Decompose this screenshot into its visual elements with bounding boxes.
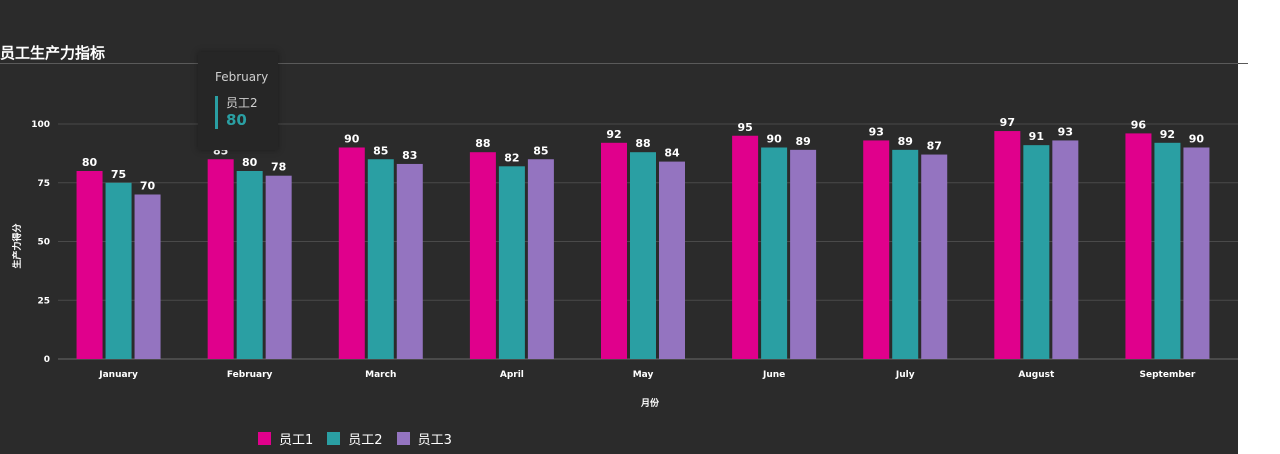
data-label: 89 xyxy=(795,135,810,148)
bar xyxy=(105,182,132,359)
bar xyxy=(498,166,525,359)
data-label: 80 xyxy=(82,156,98,169)
bar xyxy=(630,152,656,359)
bar xyxy=(732,135,759,359)
bar xyxy=(527,159,554,359)
legend: 员工1 员工2 员工3 xyxy=(258,429,466,448)
data-label: 87 xyxy=(927,140,942,153)
data-label: 92 xyxy=(606,128,621,141)
data-label: 75 xyxy=(111,168,126,181)
legend-swatch xyxy=(258,431,271,445)
x-tick-label: January xyxy=(98,370,138,380)
x-tick-label: June xyxy=(762,370,785,380)
tooltip-value: 80 xyxy=(226,111,247,129)
bar xyxy=(367,159,394,359)
data-label: 78 xyxy=(271,161,286,174)
data-label: 82 xyxy=(504,151,519,164)
tooltip: February 员工2 80 xyxy=(198,52,278,150)
legend-item[interactable]: 员工2 xyxy=(327,429,383,448)
x-tick-label: April xyxy=(500,370,524,380)
x-tick-label: August xyxy=(1018,370,1055,380)
data-label: 97 xyxy=(1000,116,1015,129)
x-tick-label: May xyxy=(633,370,654,380)
bar xyxy=(76,171,103,359)
tooltip-entry: 员工2 80 xyxy=(215,96,278,129)
data-label: 84 xyxy=(664,147,680,160)
x-tick-label: February xyxy=(227,370,273,380)
bar xyxy=(1125,133,1152,359)
tooltip-category: February xyxy=(215,70,269,84)
legend-label: 员工2 xyxy=(348,432,383,448)
legend-swatch xyxy=(327,431,341,445)
legend-label: 员工3 xyxy=(417,432,452,448)
bar-chart: 0 25 50 75 100 80 75 70 January 85 80 78 February 90 8… xyxy=(11,116,1238,409)
data-label: 93 xyxy=(869,125,884,138)
data-label: 96 xyxy=(1131,118,1147,131)
y-tick-label: 50 xyxy=(37,238,50,248)
data-label: 70 xyxy=(140,180,156,193)
data-label: 90 xyxy=(766,133,782,146)
bar xyxy=(1052,140,1079,359)
chart-panel: 员工生产力指标 0 25 50 75 100 80 75 70 January 85 80 78 Feb… xyxy=(0,0,1238,454)
bar xyxy=(659,161,685,359)
data-label: 90 xyxy=(1189,133,1205,146)
data-label: 83 xyxy=(402,149,417,162)
bar xyxy=(790,149,817,359)
y-axis-title: 生产力得分 xyxy=(11,223,23,268)
data-label: 95 xyxy=(737,121,752,134)
bar xyxy=(921,154,948,359)
data-label: 88 xyxy=(635,137,650,150)
data-label: 91 xyxy=(1029,130,1044,143)
data-label: 80 xyxy=(242,156,258,169)
legend-label: 员工1 xyxy=(279,432,314,448)
legend-swatch xyxy=(396,431,410,445)
bar xyxy=(134,194,161,359)
bar xyxy=(761,147,788,359)
legend-item[interactable]: 员工3 xyxy=(396,429,452,448)
title-divider-tail xyxy=(1238,63,1248,64)
bar xyxy=(207,159,234,359)
bar xyxy=(236,171,263,359)
x-axis-title: 月份 xyxy=(640,397,660,409)
bar xyxy=(265,175,292,359)
x-tick-label: March xyxy=(365,370,396,380)
data-label: 89 xyxy=(898,135,913,148)
bar xyxy=(1154,142,1181,359)
bar xyxy=(1183,147,1210,359)
y-tick-label: 75 xyxy=(37,179,50,189)
y-tick-label: 100 xyxy=(31,120,50,130)
data-label: 88 xyxy=(475,137,490,150)
bar xyxy=(601,142,627,359)
bar xyxy=(994,131,1021,359)
x-tick-label: September xyxy=(1140,370,1196,380)
bar xyxy=(396,163,423,359)
bar xyxy=(892,149,919,359)
chart-title: 员工生产力指标 xyxy=(0,44,106,62)
bar xyxy=(338,147,365,359)
data-label: 92 xyxy=(1160,128,1175,141)
y-tick-label: 0 xyxy=(44,355,50,365)
data-label: 90 xyxy=(344,133,360,146)
bar xyxy=(1023,145,1050,359)
data-label: 93 xyxy=(1058,125,1073,138)
bar xyxy=(469,152,496,359)
bar xyxy=(863,140,890,359)
legend-item[interactable]: 员工1 xyxy=(258,429,313,448)
tooltip-series-name: 员工2 xyxy=(226,96,258,110)
title-divider xyxy=(0,63,1238,64)
data-label: 85 xyxy=(533,144,548,157)
x-tick-label: July xyxy=(895,370,915,380)
y-tick-label: 25 xyxy=(37,296,50,306)
data-label: 85 xyxy=(373,144,388,157)
